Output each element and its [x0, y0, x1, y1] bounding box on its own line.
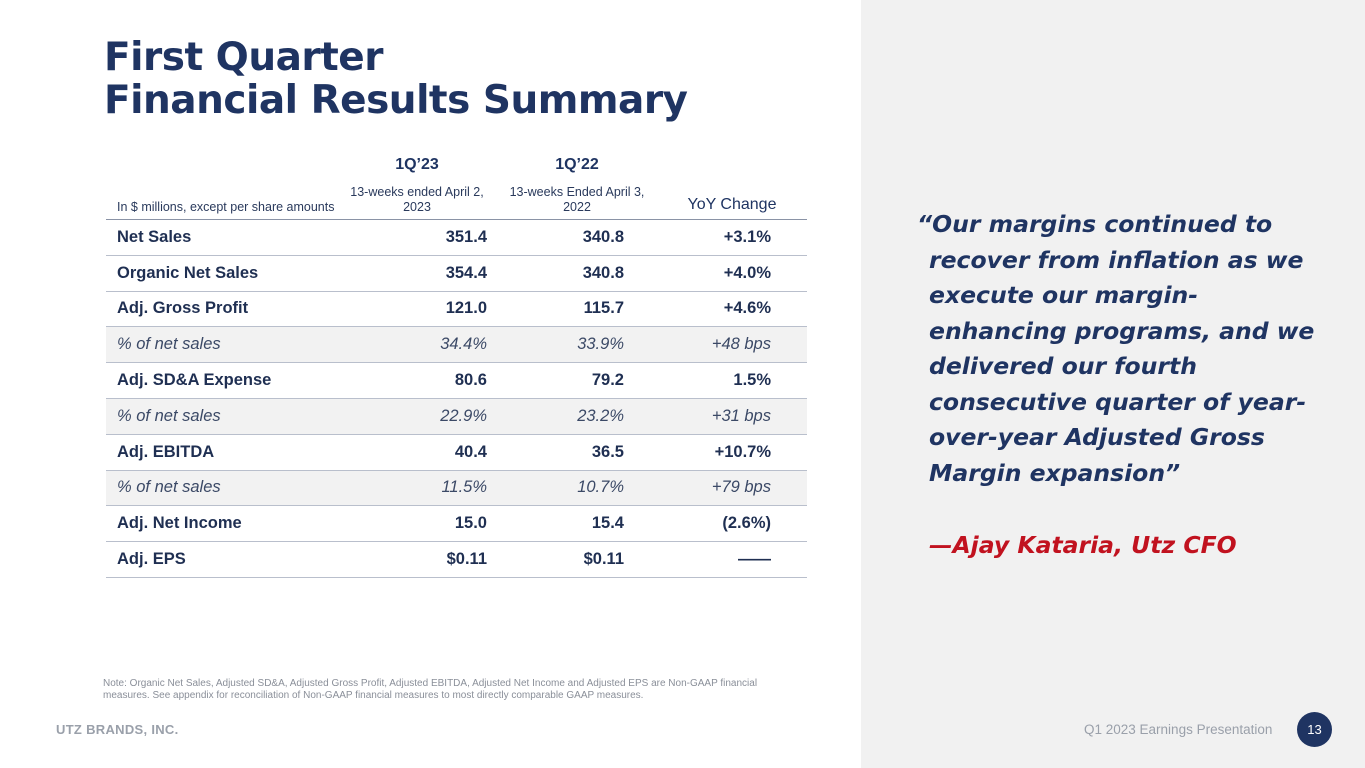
value-1q23: 15.0: [454, 514, 487, 533]
table-row: Adj. Gross Profit 121.0 115.7 +4.6%: [106, 291, 807, 327]
row-label: Adj. Net Income: [117, 514, 242, 533]
value-1q23: 80.6: [454, 371, 487, 390]
quote-panel-background: [861, 0, 1365, 768]
table-row-percent: % of net sales 34.4% 33.9% +48 bps: [106, 326, 807, 363]
row-label: % of net sales: [117, 478, 221, 497]
table-row: Adj. EBITDA 40.4 36.5 +10.7%: [106, 434, 807, 471]
units-label: In $ millions, except per share amounts: [117, 200, 335, 214]
value-yoy: +4.6%: [723, 299, 771, 318]
row-label: Organic Net Sales: [117, 263, 259, 282]
period-subtitle: 13-weeks ended April 2, 2023: [350, 185, 484, 214]
value-yoy: +48 bps: [711, 335, 771, 354]
row-label: Adj. SD&A Expense: [117, 371, 272, 390]
table-row-percent: % of net sales 22.9% 23.2% +31 bps: [106, 398, 807, 435]
page-title: First Quarter Financial Results Summary: [104, 35, 688, 123]
value-1q22: 10.7%: [577, 478, 624, 497]
value-yoy: ——: [738, 550, 771, 569]
value-yoy: 1.5%: [733, 371, 771, 390]
value-1q23: 34.4%: [440, 335, 487, 354]
table-row: Organic Net Sales 354.4 340.8 +4.0%: [106, 255, 807, 292]
value-1q23: 354.4: [445, 263, 487, 282]
value-1q22: 33.9%: [577, 335, 624, 354]
value-yoy: +4.0%: [723, 263, 771, 282]
cfo-quote: “Our margins continued to recover from i…: [917, 210, 1315, 487]
value-1q23: 22.9%: [440, 406, 487, 425]
value-1q22: $0.11: [583, 550, 624, 569]
table-header: In $ millions, except per share amounts …: [106, 156, 807, 220]
row-label: Net Sales: [117, 227, 192, 246]
table-row: Net Sales 351.4 340.8 +3.1%: [106, 220, 807, 256]
value-1q22: 115.7: [583, 299, 624, 318]
value-yoy: (2.6%): [722, 514, 771, 533]
page-title-line-2: Financial Results Summary: [104, 78, 688, 123]
quote-attribution: —Ajay Kataria, Utz CFO: [929, 531, 1237, 559]
row-label: Adj. Gross Profit: [117, 299, 249, 318]
value-yoy: +31 bps: [711, 406, 771, 425]
table-row: Adj. SD&A Expense 80.6 79.2 1.5%: [106, 362, 807, 399]
footnote: Note: Organic Net Sales, Adjusted SD&A, …: [103, 678, 758, 701]
value-1q23: 351.4: [445, 227, 487, 246]
value-yoy: +10.7%: [714, 442, 771, 461]
page-number-badge: 13: [1297, 712, 1332, 747]
financial-results-table: In $ millions, except per share amounts …: [106, 156, 807, 578]
table-row-percent: % of net sales 11.5% 10.7% +79 bps: [106, 470, 807, 506]
period-label: 1Q’22: [555, 156, 599, 173]
row-label: Adj. EPS: [117, 550, 186, 569]
value-1q22: 15.4: [591, 514, 624, 533]
column-header-yoy-change: YoY Change: [687, 196, 777, 213]
value-1q22: 79.2: [591, 371, 624, 390]
value-yoy: +3.1%: [723, 227, 771, 246]
value-1q23: 11.5%: [441, 478, 487, 497]
period-label: 1Q’23: [395, 156, 439, 173]
value-1q22: 340.8: [582, 263, 624, 282]
period-subtitle: 13-weeks Ended April 3, 2022: [509, 185, 645, 214]
row-label: Adj. EBITDA: [117, 442, 215, 461]
value-yoy: +79 bps: [711, 478, 771, 497]
table-row: Adj. Net Income 15.0 15.4 (2.6%): [106, 505, 807, 542]
row-label: % of net sales: [117, 406, 221, 425]
value-1q23: $0.11: [446, 550, 487, 569]
table-body: Net Sales 351.4 340.8 +3.1% Organic Net …: [106, 220, 807, 578]
page-title-line-1: First Quarter: [104, 35, 383, 80]
value-1q22: 36.5: [591, 442, 624, 461]
column-header-1q23: 1Q’23 13-weeks ended April 2, 2023: [337, 156, 497, 220]
value-1q22: 340.8: [582, 227, 624, 246]
value-1q22: 23.2%: [577, 406, 624, 425]
row-label: % of net sales: [117, 335, 221, 354]
footer-company-name: UTZ BRANDS, INC.: [56, 722, 179, 737]
column-header-1q22: 1Q’22 13-weeks Ended April 3, 2022: [497, 156, 657, 220]
value-1q23: 121.0: [445, 299, 487, 318]
value-1q23: 40.4: [454, 442, 487, 461]
table-row: Adj. EPS $0.11 $0.11 ——: [106, 542, 807, 578]
footer-presentation-name: Q1 2023 Earnings Presentation: [1084, 722, 1273, 737]
